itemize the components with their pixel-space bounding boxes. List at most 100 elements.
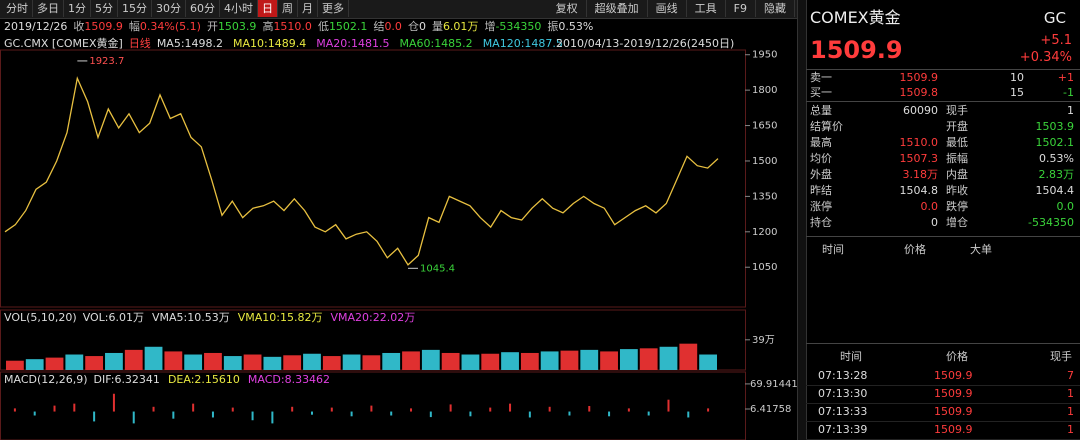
y-tick-label: 1800	[752, 85, 777, 96]
price-line	[4, 76, 719, 266]
tool-button[interactable]: 工具	[687, 0, 726, 17]
stat-value: 3.18万	[902, 168, 939, 181]
toolbar: 分时 多日 1分 5分 15分 30分 60分 4小时日周月更多 复权 超级叠加 画线 工具 F9 隐藏	[0, 0, 797, 19]
stat-value: 0.53%	[1039, 152, 1074, 165]
macd-bar	[192, 403, 195, 412]
volume-bar	[679, 343, 698, 370]
volume-item: VMA20:22.02万	[330, 311, 416, 324]
macd-bar	[291, 406, 294, 412]
separator	[806, 69, 1080, 70]
y-tick-label: 69.91441	[750, 379, 797, 390]
stat-value: 1	[1067, 104, 1074, 117]
volume-bar	[580, 349, 599, 370]
stat-value: 1510.0	[899, 136, 939, 149]
book-qty: 15	[1010, 86, 1024, 99]
tool-button[interactable]: 画线	[648, 0, 687, 17]
info-label: 振	[547, 20, 559, 33]
volume-bar	[223, 356, 242, 370]
info-label: 仓	[407, 20, 419, 33]
volume-bar	[619, 349, 638, 370]
volume-bar	[184, 354, 203, 370]
ma-value: MA5:1498.2	[156, 37, 224, 50]
volume-bar	[144, 346, 163, 370]
tool-button[interactable]: 隐藏	[756, 0, 795, 17]
trade-qty: 1	[1067, 405, 1074, 418]
macd-bar	[528, 411, 531, 418]
info-label: 低	[317, 20, 329, 33]
trade-time: 07:13:28	[818, 369, 868, 382]
macd-item: MACD:8.33462	[247, 373, 331, 386]
book-qty: 10	[1010, 71, 1024, 84]
big-order-header: 时间	[822, 243, 844, 256]
period-button[interactable]: 多日	[33, 0, 64, 17]
stat-label: 增仓	[946, 216, 968, 229]
y-tick-label: 1050	[752, 262, 777, 273]
macd-bar	[370, 405, 373, 412]
volume-bar	[45, 357, 64, 370]
stat-label: 振幅	[946, 152, 968, 165]
volume-bar	[402, 351, 420, 370]
macd-title: MACD(12,26,9)	[4, 373, 88, 386]
stat-value: 60090	[903, 104, 938, 117]
volume-bar	[362, 355, 381, 370]
row-separator	[806, 421, 1080, 422]
info-label: 收	[73, 20, 85, 33]
info-value: 0.34%(5.1)	[139, 20, 201, 33]
period-button[interactable]: 5分	[91, 0, 118, 17]
tool-button[interactable]: F9	[726, 0, 756, 17]
info-value: 6.01万	[442, 20, 479, 33]
macd-bar	[251, 411, 254, 421]
period-button[interactable]: 60分	[186, 0, 220, 17]
row-separator	[806, 385, 1080, 386]
volume-bar	[263, 356, 282, 370]
period-button[interactable]: 周	[278, 0, 298, 17]
volume-bar	[421, 349, 440, 370]
stat-label: 开盘	[946, 120, 968, 133]
info-value: 0.0	[384, 20, 402, 33]
period-button[interactable]: 月	[298, 0, 318, 17]
symbol: GC.CMX [COMEX黄金]	[4, 37, 123, 50]
y-tick-label: 1950	[752, 50, 777, 61]
tool-button[interactable]: 超级叠加	[587, 0, 648, 17]
macd-bar	[350, 411, 353, 417]
trade-price: 1509.9	[934, 387, 973, 400]
volume-header: VOL(5,10,20) VOL:6.01万 VMA5:10.53万 VMA10:15…	[4, 311, 423, 325]
trade-price: 1509.9	[934, 423, 973, 436]
period: 日线	[128, 37, 151, 50]
stat-value: 1507.3	[899, 152, 939, 165]
period-button[interactable]: 更多	[318, 0, 349, 17]
info-value: 0	[418, 20, 426, 33]
volume-bar	[501, 352, 519, 370]
stat-label: 内盘	[946, 168, 968, 181]
macd-bar	[410, 408, 413, 412]
chart-header: GC.CMX [COMEX黄金] 日线 MA5:1498.2 MA10:1489.4 M…	[4, 37, 573, 51]
tool-button[interactable]: 复权	[548, 0, 587, 17]
trades-header: 时间	[840, 350, 862, 363]
period-button[interactable]: 4小时	[220, 0, 258, 17]
volume-bar	[600, 351, 618, 370]
date-range: 2010/04/13-2019/12/26(2450日)	[556, 37, 735, 50]
period-button[interactable]: 1分	[64, 0, 91, 17]
stat-label: 最高	[810, 136, 832, 149]
period-button[interactable]: 分时	[2, 0, 33, 17]
volume-bar	[520, 352, 539, 370]
period-button[interactable]: 30分	[152, 0, 186, 17]
period-button[interactable]: 15分	[118, 0, 152, 17]
book-price: 1509.9	[899, 71, 939, 84]
macd-header: MACD(12,26,9) DIF:6.32341 DEA:2.15610 MACD:…	[4, 373, 338, 387]
info-label: 高	[262, 20, 274, 33]
volume-bar	[164, 351, 183, 370]
period-button[interactable]: 日	[258, 0, 278, 17]
volume-bar	[65, 354, 84, 370]
big-order-header: 价格	[904, 243, 926, 256]
macd-bar	[509, 403, 512, 412]
instrument-name: COMEX黄金	[810, 8, 901, 27]
volume-bar	[639, 348, 658, 370]
info-value: 1510.0	[273, 20, 312, 33]
volume-bar	[659, 346, 678, 370]
separator	[806, 101, 1080, 102]
macd-bar	[33, 411, 36, 416]
macd-bar	[310, 411, 313, 415]
stat-label: 昨收	[946, 184, 968, 197]
macd-bar	[53, 405, 56, 412]
